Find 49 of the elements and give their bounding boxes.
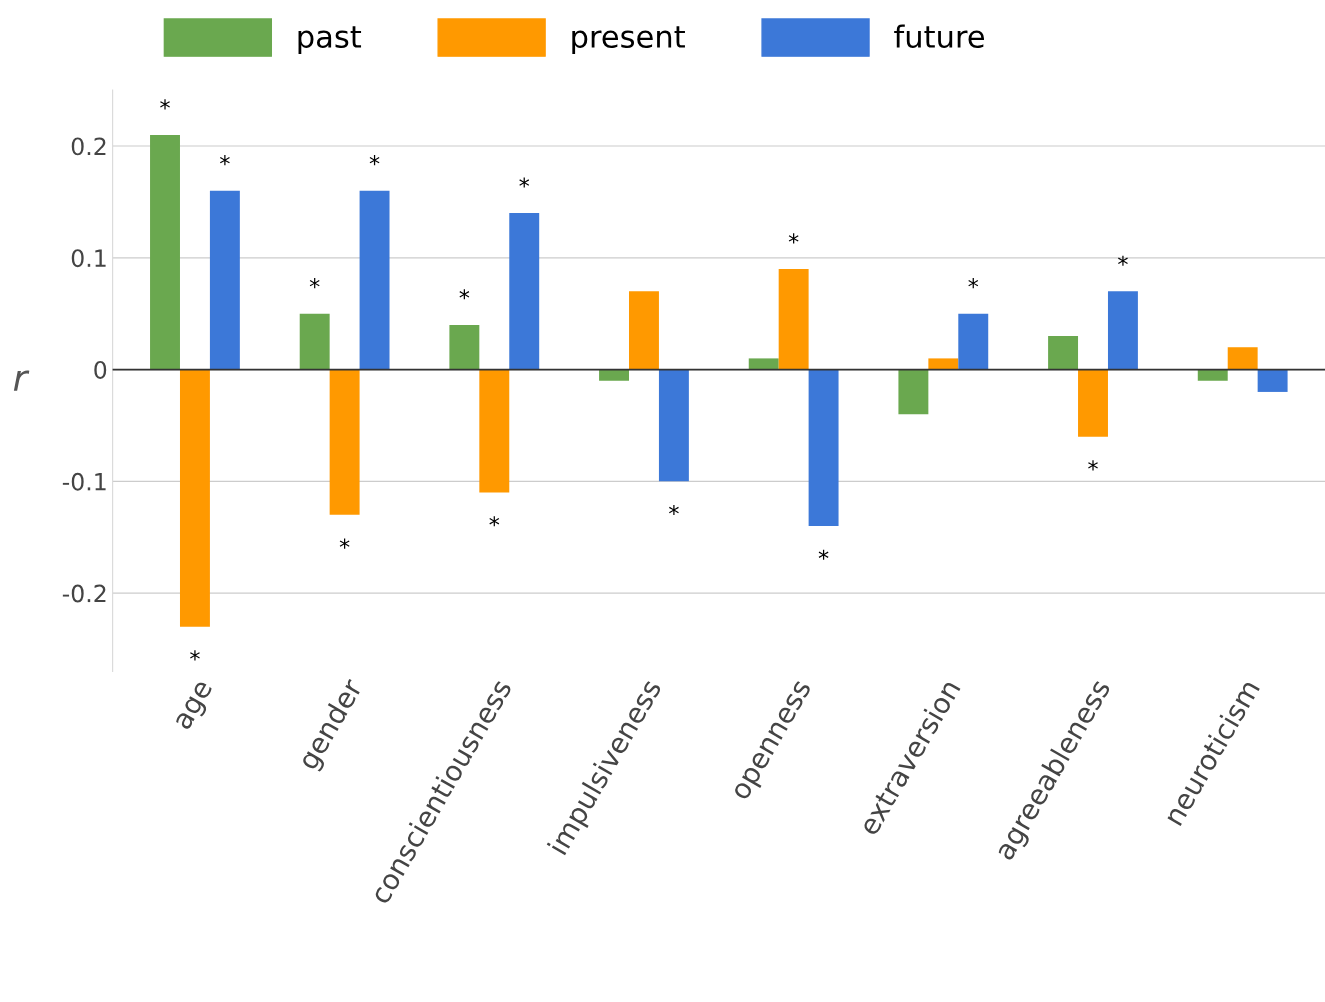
y-tick-label: -0.2 [62, 584, 106, 603]
data-label: * [459, 289, 470, 300]
data-label: * [968, 278, 979, 289]
data-label: * [339, 538, 350, 549]
data-label: * [219, 155, 230, 166]
bar [449, 324, 480, 370]
y-tick-label: -0.1 [62, 472, 106, 491]
y-axis-title: r [13, 370, 30, 391]
bar [958, 313, 989, 370]
bar [150, 134, 180, 370]
bar [329, 369, 360, 515]
legend-label: future [894, 24, 984, 49]
bar [658, 369, 689, 482]
bar [898, 369, 929, 415]
bar [599, 369, 630, 381]
data-label: * [160, 99, 170, 110]
bar [1257, 369, 1288, 392]
bar [1078, 369, 1108, 437]
bar [928, 358, 959, 370]
data-label: * [489, 516, 500, 527]
y-tick-label: 0.2 [71, 137, 106, 156]
y-tick-label: 0 [94, 361, 107, 379]
bar [509, 213, 540, 370]
legend-label: past [298, 26, 362, 54]
bar [808, 369, 839, 527]
data-label: * [190, 650, 200, 661]
data-label: * [369, 155, 380, 166]
data-label: * [309, 278, 320, 289]
bar [629, 291, 659, 370]
bar [179, 369, 210, 627]
bar [1107, 291, 1138, 370]
bar [1227, 347, 1258, 370]
legend-label: present [572, 26, 685, 54]
bar [299, 313, 330, 370]
data-label: * [1118, 255, 1128, 266]
data-label: * [519, 177, 530, 188]
data-label: * [1088, 460, 1098, 471]
data-label: * [818, 549, 829, 560]
bar [359, 190, 390, 370]
bar [1048, 336, 1079, 370]
x-tick-label: age [174, 680, 218, 734]
y-tick-label: 0.1 [71, 249, 106, 268]
bar [748, 358, 779, 370]
data-label: * [669, 504, 679, 516]
data-label: * [788, 233, 799, 244]
bar [778, 269, 809, 370]
bar [479, 369, 510, 493]
bar [209, 190, 240, 370]
bar [1197, 369, 1228, 381]
